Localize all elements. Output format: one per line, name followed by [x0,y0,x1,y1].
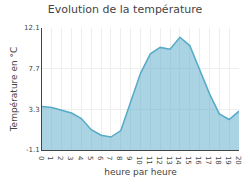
svg-text:2: 2 [56,156,64,160]
svg-text:14: 14 [174,156,182,165]
svg-text:15: 15 [184,156,192,165]
svg-text:Température en °C: Température en °C [9,47,19,133]
svg-text:6: 6 [96,156,104,161]
svg-text:16: 16 [194,156,202,165]
svg-text:7.7: 7.7 [28,65,39,73]
svg-text:4: 4 [76,156,84,161]
svg-text:20: 20 [234,156,242,165]
svg-text:12.1: 12.1 [24,24,40,32]
svg-text:8: 8 [115,156,123,160]
svg-text:18: 18 [214,156,222,165]
svg-text:19: 19 [224,156,232,165]
svg-text:-1.1: -1.1 [26,146,40,154]
svg-text:12: 12 [155,156,163,165]
svg-text:7: 7 [105,156,113,160]
svg-text:0: 0 [37,156,45,160]
svg-text:3: 3 [66,156,74,160]
svg-text:9: 9 [125,156,133,160]
svg-text:3.3: 3.3 [28,106,39,114]
svg-text:10: 10 [135,156,143,165]
svg-text:1: 1 [46,156,54,160]
svg-text:heure par heure: heure par heure [104,167,177,177]
svg-text:13: 13 [165,156,173,165]
svg-text:Evolution de la température: Evolution de la température [48,3,203,16]
svg-text:5: 5 [86,156,94,160]
svg-text:17: 17 [204,156,212,165]
svg-text:11: 11 [145,156,153,165]
